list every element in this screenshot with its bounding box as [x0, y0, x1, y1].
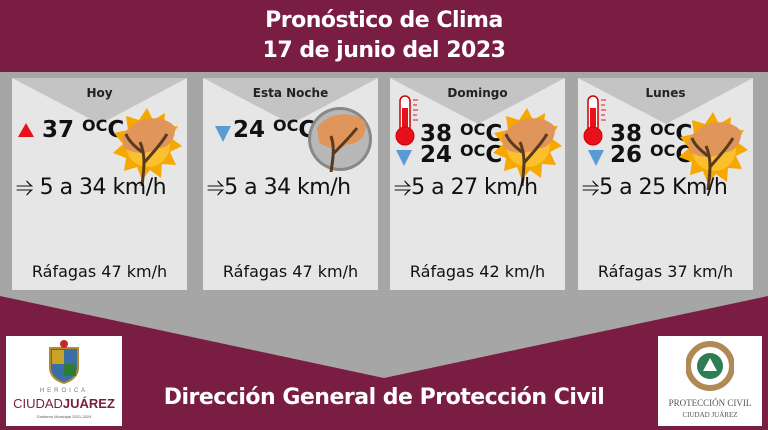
wind-icon: ⥤ [394, 175, 412, 200]
wind-speed: ⥤5 a 25 Km/h [582, 175, 728, 200]
wind-gusts: Ráfagas 37 km/h [597, 262, 734, 281]
low-temp-arrow-icon [588, 150, 604, 166]
forecast-date: 17 de junio del 2023 [262, 38, 506, 63]
low-temperature: 24 OCC [420, 141, 503, 168]
wind-gusts: Ráfagas 42 km/h [409, 262, 546, 281]
thermometer-icon [583, 95, 606, 146]
card-day-label: Lunes [645, 86, 686, 100]
card-header-chevron [203, 78, 378, 124]
footer-title: Dirección General de Protección Civil [163, 385, 605, 410]
card-header-chevron [390, 78, 565, 124]
forecast-card-today: Hoy 37 OCC ⥤ 5 a 34 km/h Ráfagas 47 km/h [12, 78, 187, 290]
wind-speed: ⥤5 a 27 km/h [394, 175, 538, 200]
wind-icon: ⥤ [207, 175, 225, 200]
wind-icon: ⥤ [582, 175, 600, 200]
wind-speed: ⥤5 a 34 km/h [207, 175, 351, 200]
forecast-card-domingo: Domingo 38 OCC 24 OCC ⥤5 a 27 km/h Ráfag… [390, 78, 565, 290]
high-temp-arrow-icon [18, 123, 34, 137]
low-temp-arrow-icon [396, 150, 412, 166]
page-title: Pronóstico de Clima [265, 8, 503, 33]
card-day-label: Domingo [447, 86, 508, 100]
wind-icon: ⥤ [16, 175, 40, 200]
card-header-chevron [12, 78, 187, 124]
forecast-card-lunes: Lunes 38 OCC 26 OCC ⥤5 a 25 Km/h Ráfagas… [578, 78, 753, 290]
temperature: 24 OCC [233, 116, 316, 143]
wind-gusts: Ráfagas 47 km/h [31, 262, 168, 281]
proteccion-civil-logo: PROTECCIÓN CIVIL CIUDAD JUÁREZ [658, 336, 762, 426]
low-temp-arrow-icon [215, 126, 231, 142]
thermometer-icon [395, 95, 418, 146]
wind-speed: ⥤ 5 a 34 km/h [16, 175, 167, 200]
windy-moon-icon [308, 107, 372, 172]
civil-protection-emblem-icon [686, 341, 734, 391]
high-temperature: 38 OCC [420, 120, 503, 147]
wind-gusts: Ráfagas 47 km/h [222, 262, 359, 281]
ciudad-juarez-logo: HEROICA CIUDADJUÁREZ Gobierno Municipal … [6, 336, 122, 426]
forecast-card-tonight: Esta Noche 24 OCC ⥤5 a 34 km/h Ráfagas 4… [203, 78, 378, 290]
coat-of-arms-icon [49, 340, 79, 384]
card-day-label: Esta Noche [252, 86, 329, 100]
card-day-label: Hoy [86, 86, 113, 100]
card-header-chevron [578, 78, 753, 124]
